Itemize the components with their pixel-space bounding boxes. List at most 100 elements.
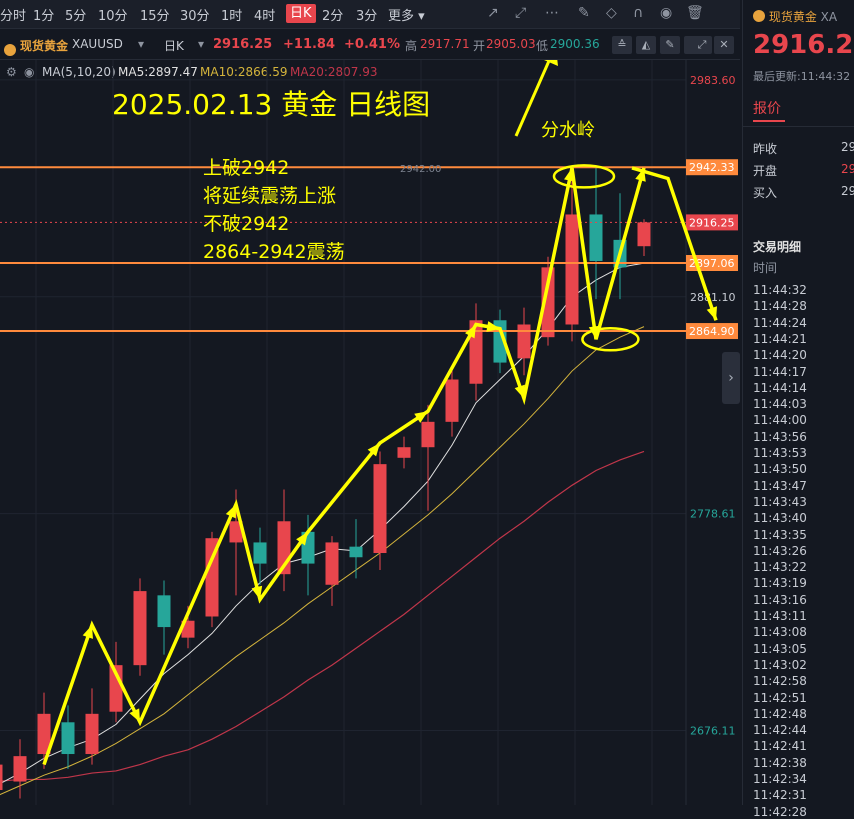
price-level-label: 2897.06 <box>689 257 735 270</box>
candle-body <box>517 324 531 359</box>
timeframe-8[interactable]: 日K <box>286 4 316 23</box>
candle-body <box>325 542 339 585</box>
trade-time: 11:42:58 <box>753 674 807 689</box>
ma5-value: MA5:2897.47 <box>118 65 198 79</box>
annotation-line: 将延续震荡上涨 <box>203 185 336 207</box>
ma5-line <box>0 262 645 785</box>
trade-time: 11:44:17 <box>753 364 807 379</box>
candle-body <box>373 464 387 554</box>
expand-panel-chevron-icon[interactable]: › <box>722 352 740 404</box>
side-instrument[interactable]: 现货黄金 XA <box>753 8 837 25</box>
dots-icon[interactable]: ⋯ <box>545 5 559 21</box>
trade-time: 11:43:22 <box>753 560 807 575</box>
gear-icon[interactable]: ⚙ <box>6 65 17 79</box>
watershed-arrow <box>514 60 552 137</box>
candlestick-chart[interactable]: 2983.60 2881.10 2778.61 2676.11 2942.33 2916.… <box>0 60 742 805</box>
timeframe-5[interactable]: 30分 <box>180 9 210 24</box>
candle-body <box>205 538 219 617</box>
eye-icon[interactable]: ◉ <box>24 65 35 79</box>
timeframe-9[interactable]: 2分 <box>322 9 344 24</box>
candle-body <box>637 222 651 247</box>
annotate-icon[interactable]: ✎ <box>578 5 590 21</box>
draw-icon[interactable]: ◭ <box>636 36 656 54</box>
instrument-name[interactable]: 现货黄金 <box>20 39 69 53</box>
quote-label: 买入 <box>753 186 778 200</box>
trade-time: 11:43:43 <box>753 494 807 509</box>
trade-time: 11:43:02 <box>753 657 807 672</box>
trade-time: 11:44:03 <box>753 397 807 412</box>
trade-time: 11:42:38 <box>753 755 807 770</box>
price-level-tag <box>686 159 738 176</box>
arrow-head <box>414 411 428 423</box>
side-updated: 最后更新:11:44:32 <box>753 70 851 83</box>
ray-icon[interactable]: ⤢ <box>515 5 527 21</box>
arrow-head <box>514 384 525 399</box>
ma10-line <box>0 326 645 796</box>
trade-time: 11:43:40 <box>753 511 807 526</box>
timeframe-4[interactable]: 15分 <box>140 9 170 24</box>
y-tick-label: 2676.11 <box>690 725 736 738</box>
fullscreen-icon[interactable]: ⤢ <box>692 36 712 54</box>
trade-time: 11:42:48 <box>753 706 807 721</box>
timeframe-1[interactable]: 1分 <box>33 9 55 24</box>
price-level-tag <box>686 323 738 340</box>
y-tick-label: 2983.60 <box>690 74 736 87</box>
gold-coin-icon <box>753 10 765 22</box>
trade-time: 11:42:41 <box>753 739 807 754</box>
candle-body <box>253 542 267 564</box>
eraser-icon[interactable]: ◇ <box>606 5 617 21</box>
ma20-line <box>0 450 645 782</box>
quote-label: 开盘 <box>753 164 778 178</box>
low-label: 低 <box>536 39 549 53</box>
divider <box>743 126 854 127</box>
magnet-icon[interactable]: ∩ <box>633 5 644 21</box>
side-symbol: XA <box>820 10 838 24</box>
trade-time: 11:43:16 <box>753 592 807 607</box>
watershed-label: 分水岭 <box>541 120 595 141</box>
quote-value: 29 <box>841 184 854 198</box>
candle-body <box>85 713 99 755</box>
period-select[interactable]: 日K <box>164 39 184 53</box>
high-marker-label: 2942.00 <box>400 164 441 175</box>
timeframe-7[interactable]: 4时 <box>254 9 276 24</box>
candle-body <box>157 595 171 628</box>
projection-annotation <box>631 166 718 321</box>
arrow-head <box>367 442 380 457</box>
trash-icon[interactable]: 🗑 <box>686 5 704 21</box>
chevron-down-icon[interactable]: ▾ <box>138 37 145 51</box>
low-value: 2900.36 <box>550 37 600 51</box>
trade-time: 11:43:08 <box>753 625 807 640</box>
open-value: 2905.03 <box>486 37 536 51</box>
trend-line-icon[interactable]: ↗ <box>487 5 499 21</box>
trade-time: 11:44:21 <box>753 331 807 346</box>
price-level-tag <box>686 214 738 231</box>
timeframe-2[interactable]: 5分 <box>65 9 87 24</box>
ma-label: MA(5,10,20) <box>42 65 116 79</box>
timeframe-3[interactable]: 10分 <box>98 9 128 24</box>
side-name: 现货黄金 <box>768 10 817 24</box>
chart-title: 2025.02.13 黄金 日线图 <box>112 88 430 121</box>
timeframe-6[interactable]: 1时 <box>221 9 243 24</box>
trade-time: 11:43:05 <box>753 641 807 656</box>
tab-quote[interactable]: 报价 <box>753 101 781 117</box>
trade-time: 11:42:31 <box>753 788 807 803</box>
trade-time: 11:44:32 <box>753 283 807 297</box>
chevron-down-icon[interactable]: ▾ <box>198 37 205 51</box>
timeframe-0[interactable]: 分时 <box>0 9 27 24</box>
timeframe-toolbar: 分时 1分 5分 10分 15分 30分 1时 4时 日K 2分 3分 更多 ▾ ↗ ⤢ ⋯ ✎ ◇ ∩ ◉ 🗑 <box>0 0 740 29</box>
eye-icon[interactable]: ◉ <box>660 5 673 21</box>
arrow-head <box>706 306 718 321</box>
indicator-icon[interactable]: ✎ <box>660 36 680 54</box>
candle-body <box>589 214 603 262</box>
timeframe-10[interactable]: 3分 <box>356 9 378 24</box>
low-ellipse <box>581 327 640 352</box>
y-tick-label: 2778.61 <box>690 508 736 521</box>
close-icon[interactable]: ✕ <box>714 36 734 54</box>
quote-sidepanel: 现货黄金 XA 2916.25 最后更新:11:44:32 报价 昨收 29 开盘 2… <box>742 0 854 819</box>
trade-time: 11:42:51 <box>753 690 807 705</box>
chart-type-icon[interactable]: ≙ <box>612 36 632 54</box>
instrument-symbol[interactable]: XAUUSD <box>72 37 123 51</box>
price-change-pct: +0.41% <box>344 37 400 52</box>
trades-title: 交易明细 <box>753 240 802 254</box>
timeframe-11[interactable]: 更多 ▾ <box>388 9 425 24</box>
